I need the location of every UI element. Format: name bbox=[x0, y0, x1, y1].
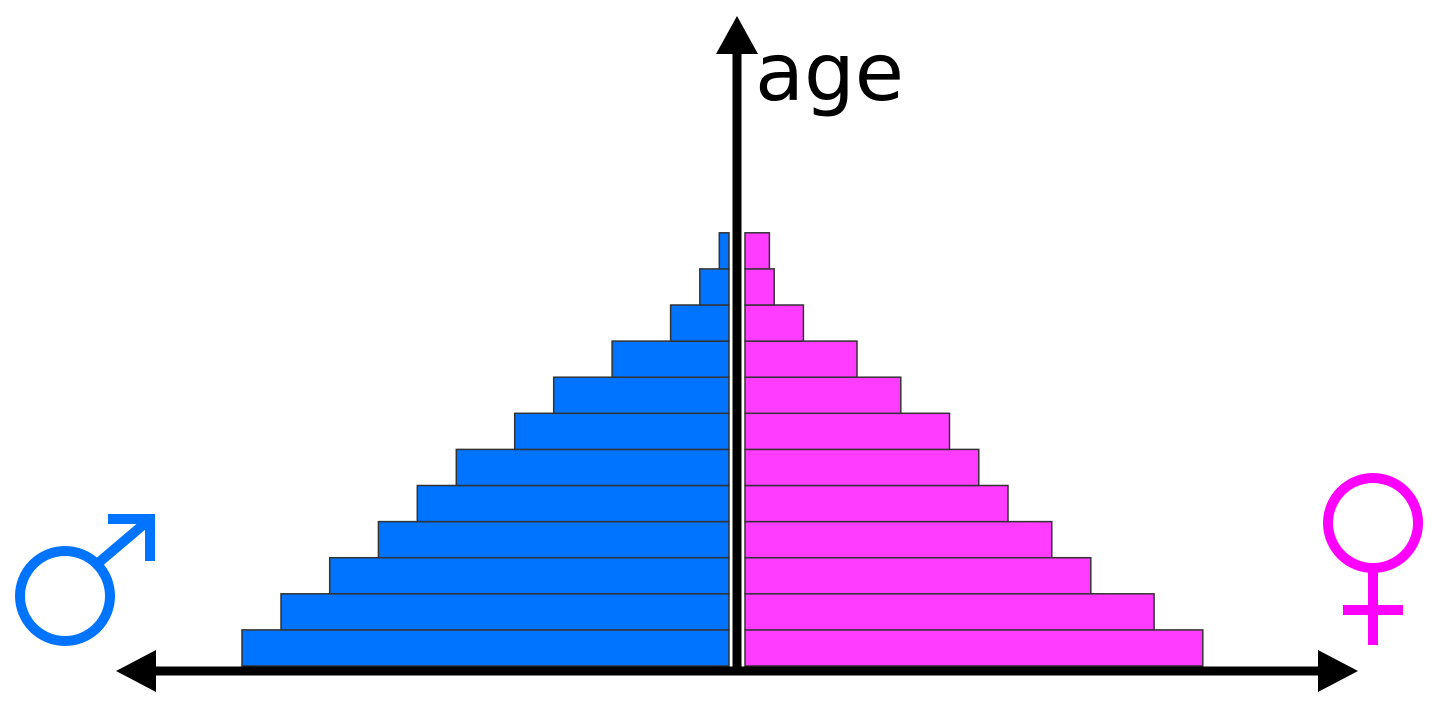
x-axis-left-arrow-icon bbox=[116, 650, 156, 692]
male-bar-5 bbox=[416, 484, 730, 523]
male-bar-1 bbox=[241, 629, 730, 667]
male-symbol-icon bbox=[15, 514, 155, 646]
female-bar-6 bbox=[744, 448, 980, 487]
female-bar-12 bbox=[744, 232, 771, 270]
male-bar-6 bbox=[455, 448, 730, 487]
female-bar-2 bbox=[744, 593, 1155, 631]
male-bar-7 bbox=[513, 412, 730, 451]
male-bar-4 bbox=[377, 520, 730, 559]
y-axis: age bbox=[716, 16, 904, 671]
female-bar-7 bbox=[744, 412, 951, 451]
female-bar-3 bbox=[744, 556, 1092, 595]
male-bar-10 bbox=[669, 304, 730, 342]
female-bars bbox=[744, 232, 1204, 667]
x-axis-right-arrow-icon bbox=[1318, 650, 1358, 692]
y-axis-label: age bbox=[755, 26, 904, 119]
male-bar-3 bbox=[328, 556, 730, 595]
female-symbol-icon bbox=[1323, 473, 1423, 645]
male-bar-11 bbox=[699, 268, 730, 306]
male-bar-2 bbox=[280, 593, 730, 631]
female-bar-4 bbox=[744, 520, 1053, 559]
male-bar-8 bbox=[552, 376, 730, 415]
female-bar-5 bbox=[744, 484, 1009, 523]
male-bars bbox=[241, 232, 730, 667]
female-bar-10 bbox=[744, 304, 805, 342]
male-bar-9 bbox=[611, 340, 730, 378]
female-bar-1 bbox=[744, 629, 1204, 667]
male-bar-12 bbox=[718, 232, 730, 270]
y-axis-arrow-icon bbox=[716, 16, 758, 54]
female-bar-9 bbox=[744, 340, 858, 378]
female-bar-8 bbox=[744, 376, 902, 415]
female-bar-11 bbox=[744, 268, 775, 306]
